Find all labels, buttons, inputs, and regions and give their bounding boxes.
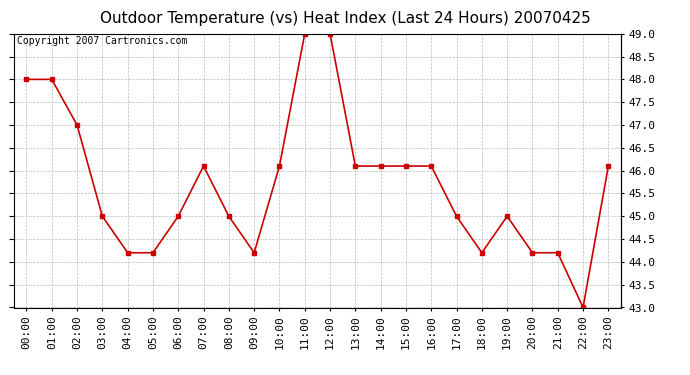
Text: Copyright 2007 Cartronics.com: Copyright 2007 Cartronics.com [17, 36, 187, 46]
Text: Outdoor Temperature (vs) Heat Index (Last 24 Hours) 20070425: Outdoor Temperature (vs) Heat Index (Las… [99, 11, 591, 26]
